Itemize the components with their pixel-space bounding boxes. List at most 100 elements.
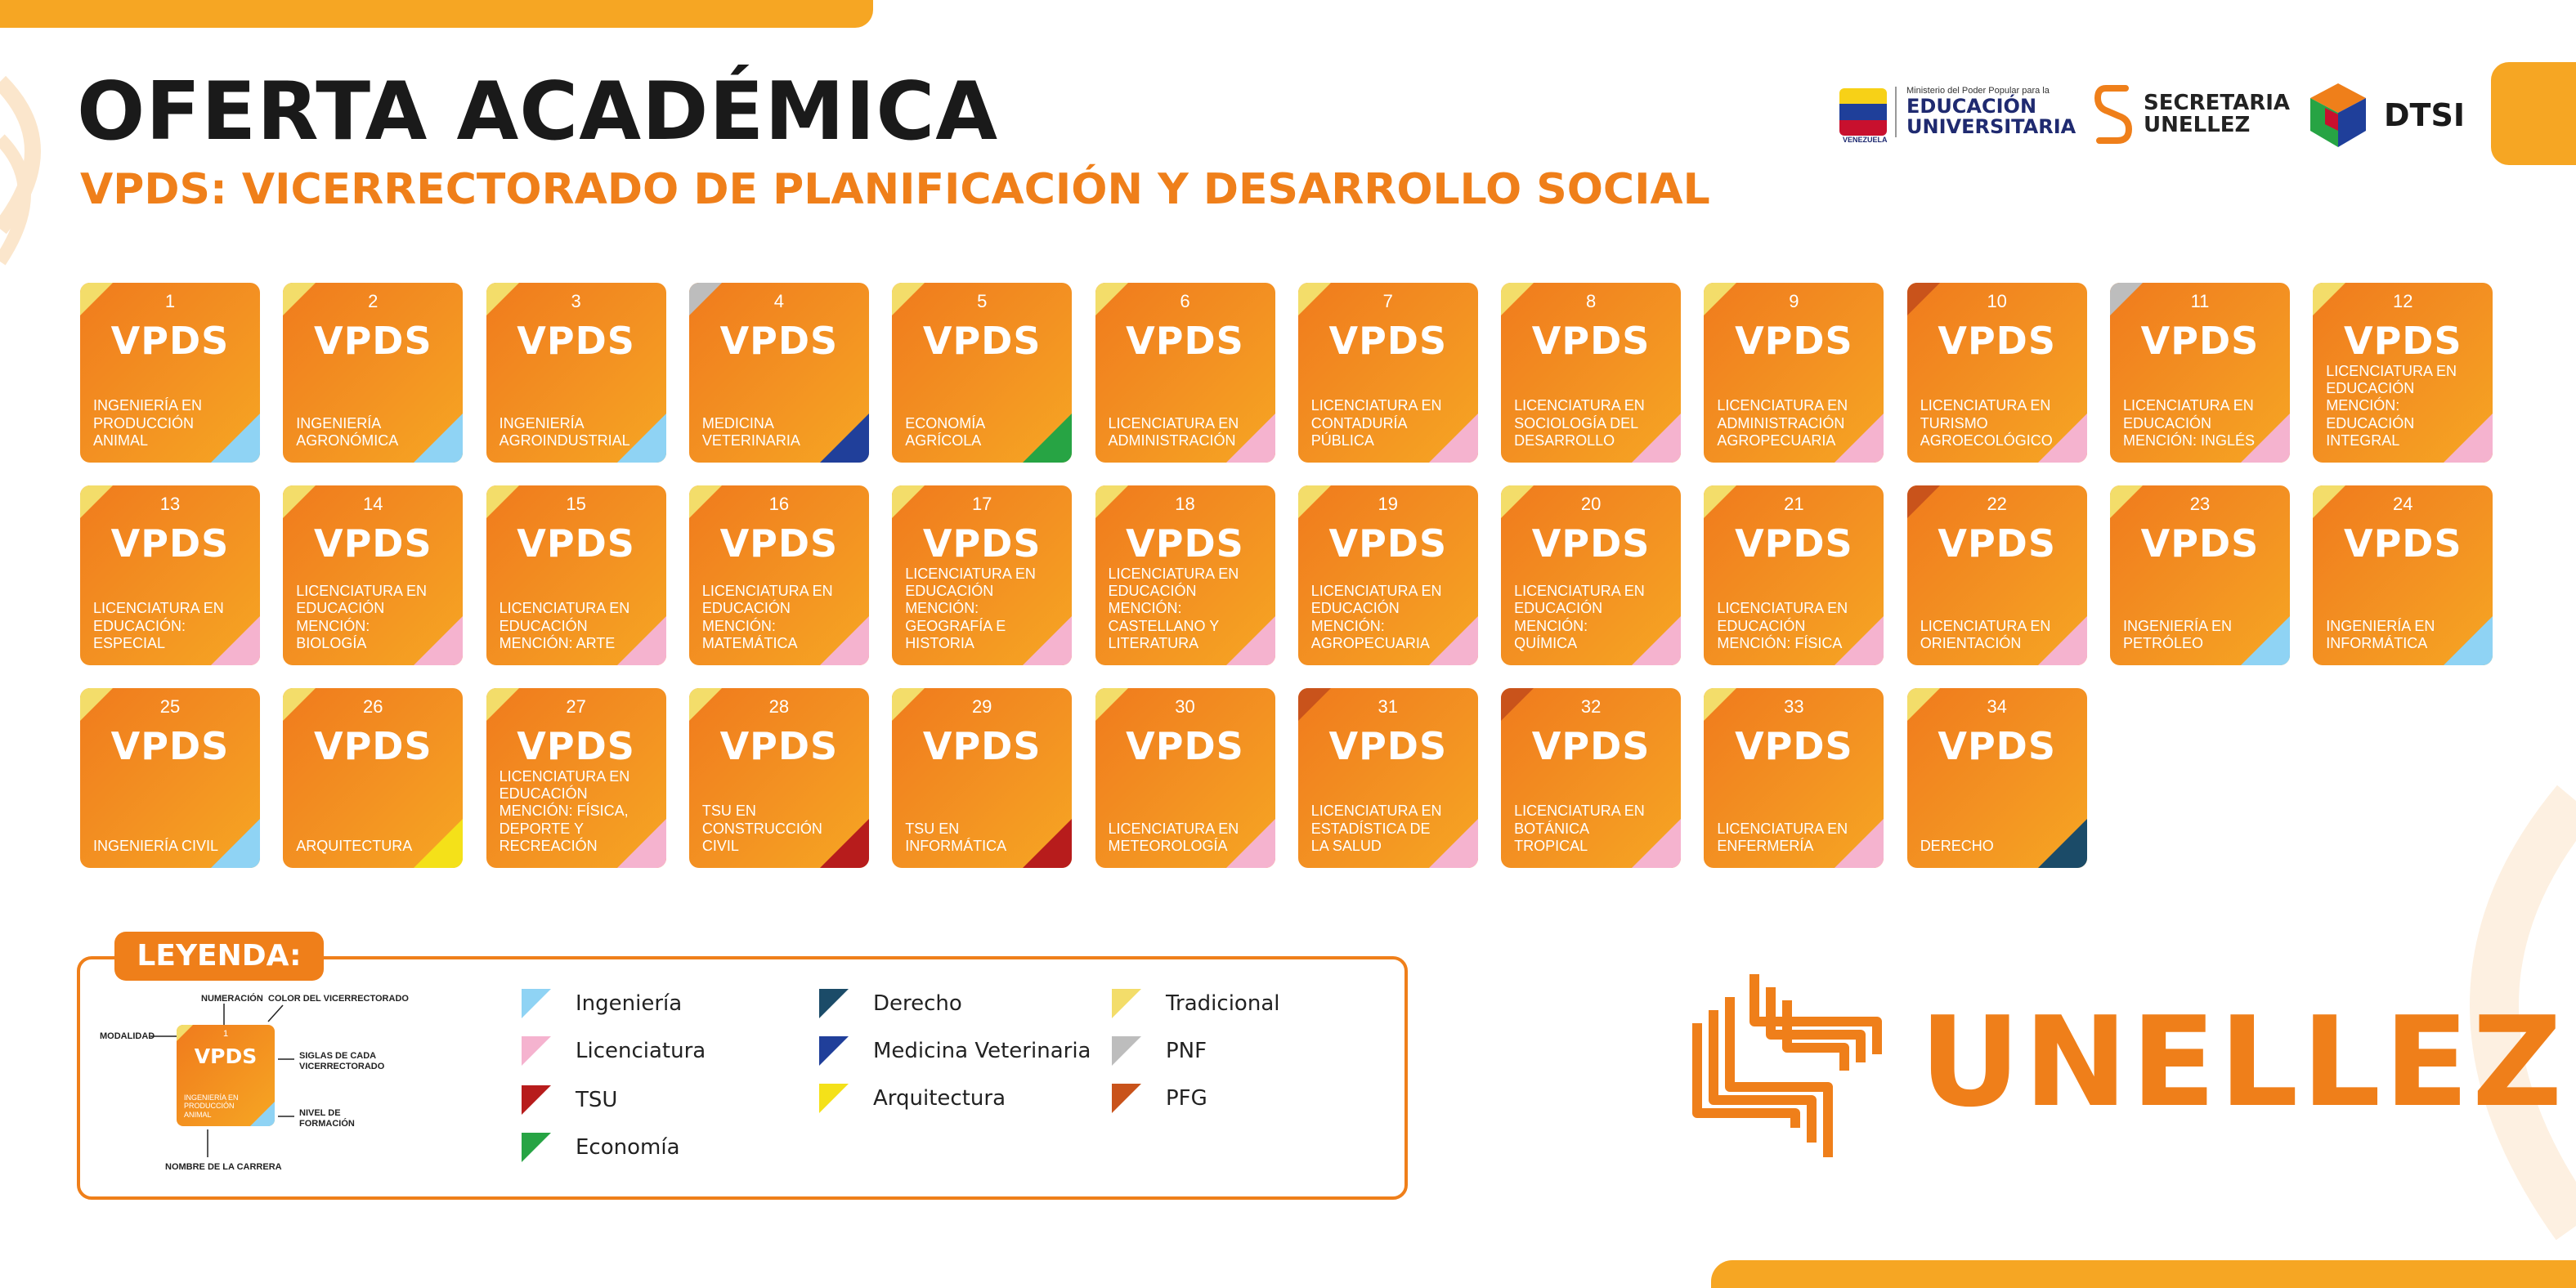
legend-swatch-icon xyxy=(522,1036,551,1066)
card-career-name: INGENIERÍA EN PRODUCCIÓN ANIMAL xyxy=(93,397,203,449)
card-career-name: LICENCIATURA EN METEOROLOGÍA xyxy=(1108,820,1239,854)
card-career-name: LICENCIATURA EN ORIENTACIÓN xyxy=(1920,617,2051,651)
card-brand: VPDS xyxy=(1126,724,1244,768)
modality-corner xyxy=(80,688,113,721)
legend-example-number: 1 xyxy=(222,1029,229,1039)
card-career-name: LICENCIATURA EN TURISMO AGROECOLÓGICO xyxy=(1920,397,2053,449)
card-number: 5 xyxy=(977,291,988,311)
legend-item: Medicina Veterinaria xyxy=(819,1036,1091,1066)
modality-corner xyxy=(1095,485,1128,518)
page-title: OFERTA ACADÉMICA xyxy=(77,65,999,159)
level-corner xyxy=(1632,414,1682,463)
level-corner xyxy=(1428,414,1478,463)
dtsi-text: DTSI xyxy=(2384,97,2465,133)
modality-corner xyxy=(1297,485,1331,518)
legend-title: LEYENDA: xyxy=(114,932,324,981)
modality-corner xyxy=(1704,485,1737,518)
legend-item: PFG xyxy=(1112,1084,1207,1113)
card-number: 18 xyxy=(1175,494,1195,514)
legend-item-label: Tradicional xyxy=(1166,991,1280,1016)
legend-example-brand: VPDS xyxy=(194,1044,258,1068)
legend-item-label: Arquitectura xyxy=(873,1086,1006,1111)
card-brand: VPDS xyxy=(1735,319,1853,363)
modality-corner xyxy=(486,283,519,315)
card-career-name: LICENCIATURA EN ADMINISTRACIÓN AGROPECUA… xyxy=(1717,397,1848,449)
card-brand: VPDS xyxy=(110,724,230,768)
modality-corner xyxy=(688,688,722,721)
card-career-name: LICENCIATURA EN SOCIOLOGÍA DEL DESARROLL… xyxy=(1514,397,1645,449)
career-card: 5 VPDS ECONOMÍA AGRÍCOLA xyxy=(892,283,1073,463)
legend-item: Economía xyxy=(522,1133,680,1162)
card-brand: VPDS xyxy=(313,724,432,768)
legend-item: Tradicional xyxy=(1112,989,1279,1018)
modality-corner xyxy=(283,283,316,315)
career-card: 4 VPDS MEDICINA VETERINARIA xyxy=(688,283,869,463)
career-card: 25 VPDS INGENIERÍA CIVIL xyxy=(80,688,260,868)
level-corner xyxy=(2444,616,2493,665)
card-number: 2 xyxy=(368,291,379,311)
career-card: 2 VPDS INGENIERÍA AGRONÓMICA xyxy=(283,283,464,463)
level-corner xyxy=(211,414,260,463)
level-corner xyxy=(414,414,464,463)
level-corner xyxy=(211,616,260,665)
legend-item-label: Licenciatura xyxy=(576,1039,706,1063)
level-corner xyxy=(616,819,666,868)
card-career-name: ECONOMÍA AGRÍCOLA xyxy=(905,414,985,449)
level-corner xyxy=(1428,616,1478,665)
level-corner xyxy=(1023,414,1073,463)
card-brand: VPDS xyxy=(1328,319,1448,363)
career-card: 22 VPDS LICENCIATURA EN ORIENTACIÓN xyxy=(1906,485,2087,665)
card-number: 26 xyxy=(363,696,383,717)
legend-item: Licenciatura xyxy=(522,1036,706,1066)
level-corner xyxy=(1632,819,1682,868)
modality-corner xyxy=(486,688,519,721)
modality-corner xyxy=(283,688,316,721)
card-brand: VPDS xyxy=(1938,521,2056,566)
card-career-name: TSU EN INFORMÁTICA xyxy=(905,820,1007,854)
career-card: 21 VPDS LICENCIATURA EN EDUCACIÓN MENCIÓN:… xyxy=(1704,485,1884,665)
right-accent-block xyxy=(2491,62,2576,165)
card-number: 31 xyxy=(1378,696,1399,717)
card-number: 34 xyxy=(1987,696,2007,717)
modality-corner xyxy=(283,485,316,518)
legend-example-card: 1 VPDS INGENIERÍA EN PRODUCCIÓN ANIMAL xyxy=(177,1025,275,1126)
card-number: 4 xyxy=(773,291,785,311)
card-brand: VPDS xyxy=(719,724,839,768)
card-number: 12 xyxy=(2393,291,2413,311)
level-corner xyxy=(2037,616,2087,665)
card-brand: VPDS xyxy=(1126,521,1244,566)
card-career-name: INGENIERÍA EN INFORMÁTICA xyxy=(2326,617,2435,651)
legend-annotation-modalidad: MODALIDAD xyxy=(100,1031,155,1041)
card-number: 23 xyxy=(2189,494,2211,514)
career-card: 15 VPDS LICENCIATURA EN EDUCACIÓN MENCIÓN:… xyxy=(486,485,666,665)
level-corner xyxy=(616,616,666,665)
card-brand: VPDS xyxy=(1531,724,1651,768)
card-brand: VPDS xyxy=(2343,319,2462,363)
ministry-main-text-1: EDUCACIÓN xyxy=(1906,94,2037,118)
legend-item: Ingeniería xyxy=(522,989,682,1018)
career-card: 3 VPDS INGENIERÍA AGROINDUSTRIAL xyxy=(486,283,666,463)
card-brand: VPDS xyxy=(110,319,230,363)
card-number: 32 xyxy=(1580,696,1602,717)
legend-item-label: Medicina Veterinaria xyxy=(873,1039,1091,1063)
level-corner xyxy=(2037,414,2087,463)
level-corner xyxy=(1225,616,1275,665)
legend-annotation-nivel: NIVEL DE FORMACIÓN xyxy=(299,1108,355,1129)
card-brand: VPDS xyxy=(517,521,635,566)
modality-corner xyxy=(892,485,925,518)
modality-corner xyxy=(1704,688,1737,721)
modality-corner xyxy=(80,485,113,518)
legend-swatch-icon xyxy=(1112,1036,1141,1066)
level-corner xyxy=(1023,819,1073,868)
modality-corner xyxy=(1906,688,1940,721)
page-subtitle: VPDS: VICERRECTORADO DE PLANIFICACIÓN Y … xyxy=(80,165,1710,214)
card-brand: VPDS xyxy=(1328,521,1448,566)
modality-corner xyxy=(1906,283,1940,315)
level-corner xyxy=(819,414,869,463)
card-brand: VPDS xyxy=(1126,319,1244,363)
modality-corner xyxy=(1501,688,1534,721)
card-career-name: LICENCIATURA EN EDUCACIÓN MENCIÓN: CASTE… xyxy=(1108,565,1239,651)
card-brand: VPDS xyxy=(1328,724,1448,768)
legend-item: TSU xyxy=(522,1085,617,1115)
level-corner xyxy=(1225,414,1275,463)
